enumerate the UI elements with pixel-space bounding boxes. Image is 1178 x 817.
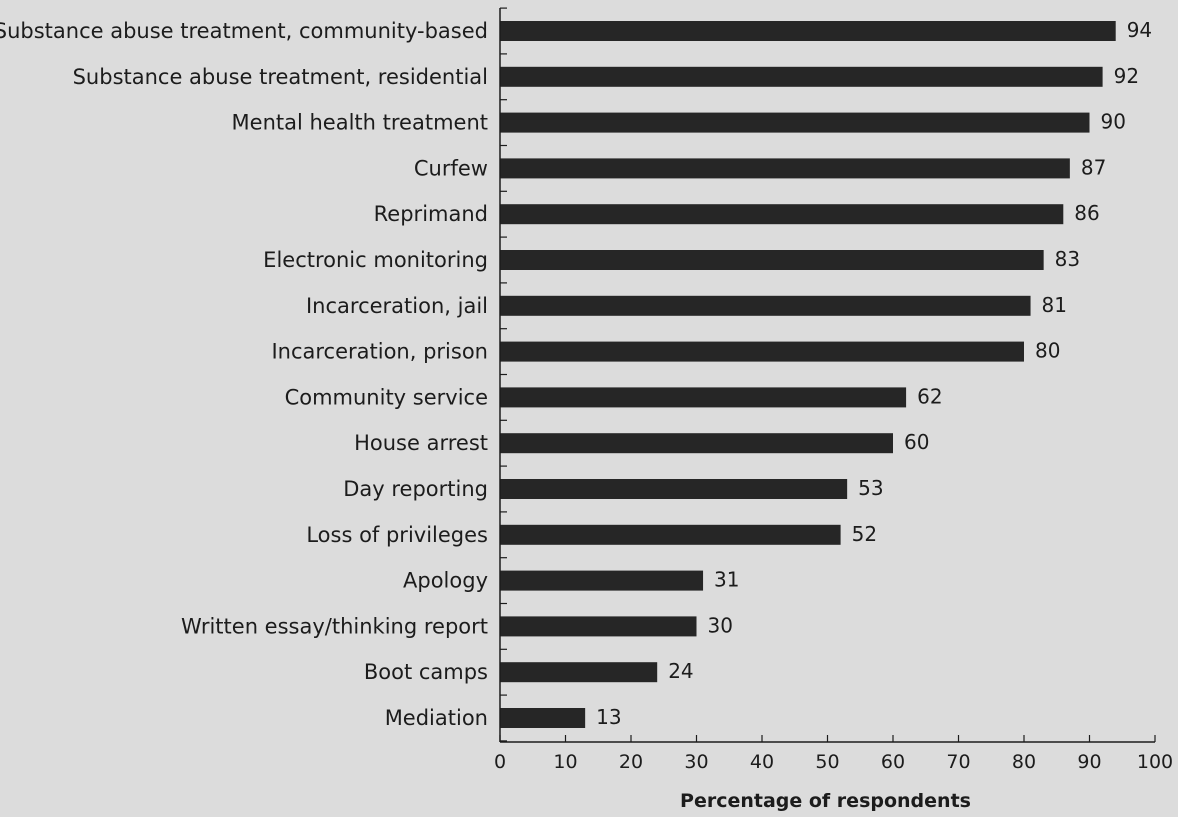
value-label: 53 xyxy=(858,476,883,500)
bar-day-reporting xyxy=(500,479,848,499)
bar-substance-abuse-treatment-community-based xyxy=(500,21,1116,41)
bar-reprimand xyxy=(500,204,1064,225)
bar-incarceration-jail xyxy=(500,295,1031,316)
bar-substance-abuse-treatment-residential xyxy=(500,66,1103,87)
x-tick-label: 40 xyxy=(750,751,774,773)
bar-apology xyxy=(500,570,704,591)
value-label: 83 xyxy=(1055,247,1080,271)
value-label: 24 xyxy=(668,659,693,683)
value-label: 81 xyxy=(1042,293,1067,317)
bar-mediation xyxy=(500,708,586,728)
bar-incarceration-prison xyxy=(500,341,1024,362)
bar-mental-health-treatment xyxy=(500,112,1090,133)
category-label: Electronic monitoring xyxy=(263,248,488,272)
category-label: Substance abuse treatment, community-bas… xyxy=(0,19,488,43)
bar-curfew xyxy=(500,158,1070,179)
category-label: Mediation xyxy=(385,706,488,730)
bar-community-service xyxy=(500,387,907,408)
category-label: Written essay/thinking report xyxy=(181,614,488,638)
category-label: Incarceration, prison xyxy=(271,340,488,364)
x-tick-label: 100 xyxy=(1137,751,1173,773)
value-label: 31 xyxy=(714,568,739,592)
bar-boot-camps xyxy=(500,662,658,683)
value-label: 13 xyxy=(596,705,621,729)
value-label: 87 xyxy=(1081,155,1106,179)
x-axis-title: Percentage of respondents xyxy=(680,790,971,812)
category-label: Incarceration, jail xyxy=(306,294,488,318)
category-label: Boot camps xyxy=(364,660,488,684)
bar-written-essay-thinking-report xyxy=(500,616,697,637)
value-label: 90 xyxy=(1101,110,1126,134)
value-label: 86 xyxy=(1074,201,1099,225)
value-label: 30 xyxy=(708,613,733,637)
x-tick-label: 90 xyxy=(1077,751,1101,773)
value-label: 92 xyxy=(1114,64,1139,88)
x-tick-label: 50 xyxy=(815,751,839,773)
category-label: Day reporting xyxy=(343,477,488,501)
x-tick-label: 70 xyxy=(946,751,970,773)
value-label: 60 xyxy=(904,430,929,454)
bar-loss-of-privileges xyxy=(500,524,841,545)
x-tick-label: 0 xyxy=(494,751,506,773)
category-label: Loss of privileges xyxy=(306,523,488,547)
x-tick-label: 30 xyxy=(684,751,708,773)
bar-electronic-monitoring xyxy=(500,250,1044,270)
value-label: 52 xyxy=(852,522,877,546)
category-label: Community service xyxy=(285,385,488,409)
category-label: Curfew xyxy=(414,156,488,180)
x-tick-label: 20 xyxy=(619,751,643,773)
x-tick-label: 80 xyxy=(1012,751,1036,773)
value-label: 80 xyxy=(1035,339,1060,363)
category-label: Apology xyxy=(403,569,488,593)
value-label: 62 xyxy=(917,384,942,408)
category-label: Substance abuse treatment, residential xyxy=(73,65,488,89)
category-label: Reprimand xyxy=(374,202,488,226)
category-label: Mental health treatment xyxy=(232,111,488,135)
bar-house-arrest xyxy=(500,433,893,454)
x-tick-label: 10 xyxy=(553,751,577,773)
x-tick-label: 60 xyxy=(881,751,905,773)
value-label: 94 xyxy=(1127,18,1152,42)
category-label: House arrest xyxy=(354,431,488,455)
